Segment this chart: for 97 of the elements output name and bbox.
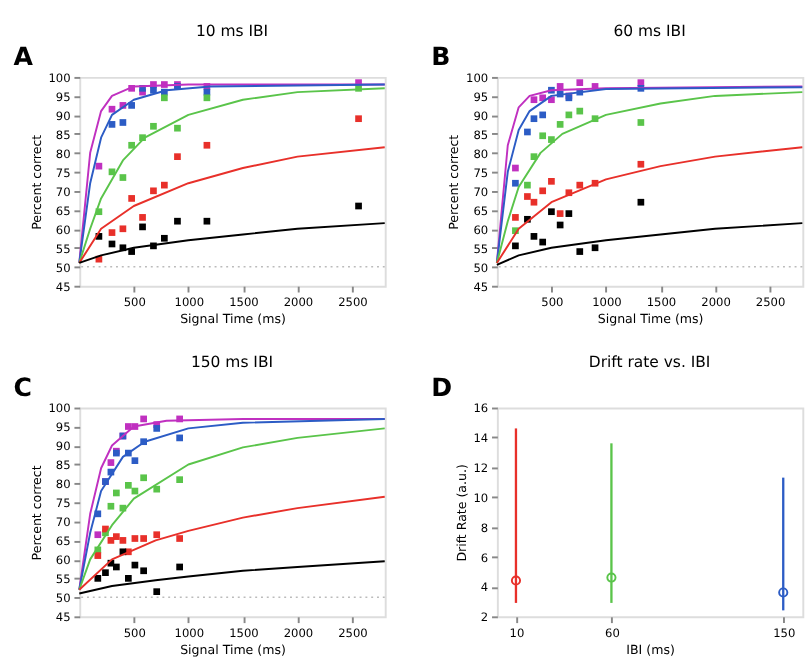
point [539,238,547,246]
point [153,485,161,493]
line-series [78,560,386,595]
point [637,119,645,126]
point [113,533,120,540]
point [556,121,564,128]
point [355,202,362,210]
point [113,563,120,571]
point [606,572,617,583]
point [119,174,127,181]
point [108,105,116,113]
point [530,233,538,240]
point [153,588,161,596]
point [576,79,584,86]
point [128,102,135,109]
point [539,132,547,140]
point [176,563,183,571]
chart-title: 10 ms IBI [195,22,269,41]
line-series [495,146,804,264]
point [176,535,183,542]
point [637,160,645,168]
line-series [78,495,386,591]
point [161,234,168,242]
point [565,210,573,217]
point [113,489,120,497]
point [107,502,115,510]
point [119,537,127,544]
point [548,177,555,185]
point [778,587,789,598]
text: B [431,41,451,72]
point [125,575,132,582]
point [140,567,147,575]
chart-title: 150 ms IBI [190,352,274,371]
point [94,575,102,582]
point [128,195,135,202]
point [548,208,555,216]
point [140,535,147,542]
point [131,457,139,465]
chart-title: Drift rate vs. IBI [588,352,711,371]
text: A [13,41,34,72]
point [355,115,362,123]
point [131,535,139,542]
point [524,193,531,200]
point [637,198,645,206]
point [530,96,538,104]
point [161,181,168,189]
point [576,107,584,115]
point [203,141,211,149]
point [512,242,519,250]
point [524,128,531,136]
point [125,423,132,430]
point [150,86,157,94]
point [530,198,538,206]
point [530,115,538,123]
line-series [495,222,804,266]
point [125,482,132,489]
point [94,531,102,539]
point [591,244,599,252]
point [102,569,109,577]
point [139,223,146,231]
point [576,248,584,255]
point [107,459,115,466]
point [512,179,519,187]
point [539,94,547,102]
point [128,141,135,149]
point [119,119,127,126]
point [108,121,116,128]
point [556,210,564,217]
point [576,181,584,189]
point [153,531,161,539]
point [539,187,547,195]
point [150,187,157,195]
point [139,214,146,221]
point [510,575,522,586]
point [203,94,211,102]
point [512,214,519,221]
point [140,474,147,482]
point [174,153,181,161]
point [512,164,519,172]
line-series [78,222,386,264]
point [203,217,211,225]
text: D [431,371,452,402]
line-series [78,146,386,264]
point [140,415,147,423]
point [161,94,168,102]
point [524,181,531,189]
text: C [13,371,32,402]
chart-title: 60 ms IBI [613,22,686,41]
point [176,476,183,484]
point [150,122,157,130]
point [94,552,102,559]
point [108,229,116,236]
point [174,124,181,132]
point [119,225,127,233]
point [174,217,181,225]
point [176,434,183,442]
point [539,111,547,119]
